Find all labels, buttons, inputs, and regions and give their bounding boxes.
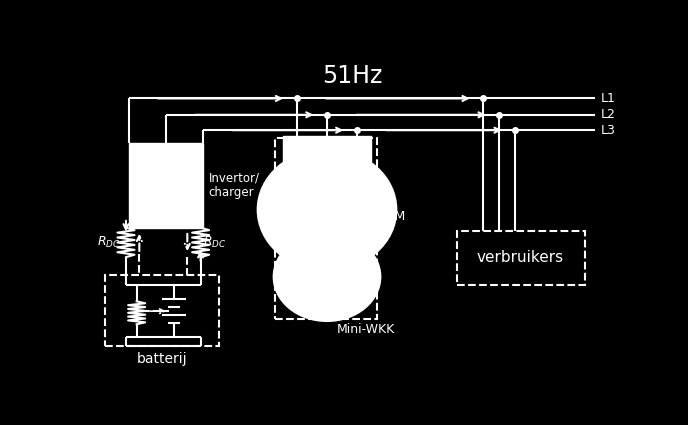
Text: L2: L2: [601, 108, 615, 121]
Bar: [283, 136, 372, 164]
Text: 51Hz: 51Hz: [323, 64, 383, 88]
Text: verbruikers: verbruikers: [477, 250, 564, 266]
Ellipse shape: [258, 149, 396, 270]
Text: $R_{DC}$: $R_{DC}$: [96, 235, 120, 250]
Ellipse shape: [274, 232, 380, 321]
Bar: [129, 143, 204, 228]
Text: Mini-WKK: Mini-WKK: [337, 323, 395, 336]
Text: batterij: batterij: [137, 351, 187, 366]
Text: Invertor/
charger: Invertor/ charger: [208, 171, 259, 199]
Text: ASM: ASM: [379, 210, 407, 223]
Bar: [275, 138, 376, 319]
Text: $R_{DC}$: $R_{DC}$: [204, 235, 227, 250]
Bar: [105, 275, 219, 346]
Text: L1: L1: [601, 92, 615, 105]
Bar: [457, 231, 585, 285]
Text: L3: L3: [601, 124, 615, 137]
